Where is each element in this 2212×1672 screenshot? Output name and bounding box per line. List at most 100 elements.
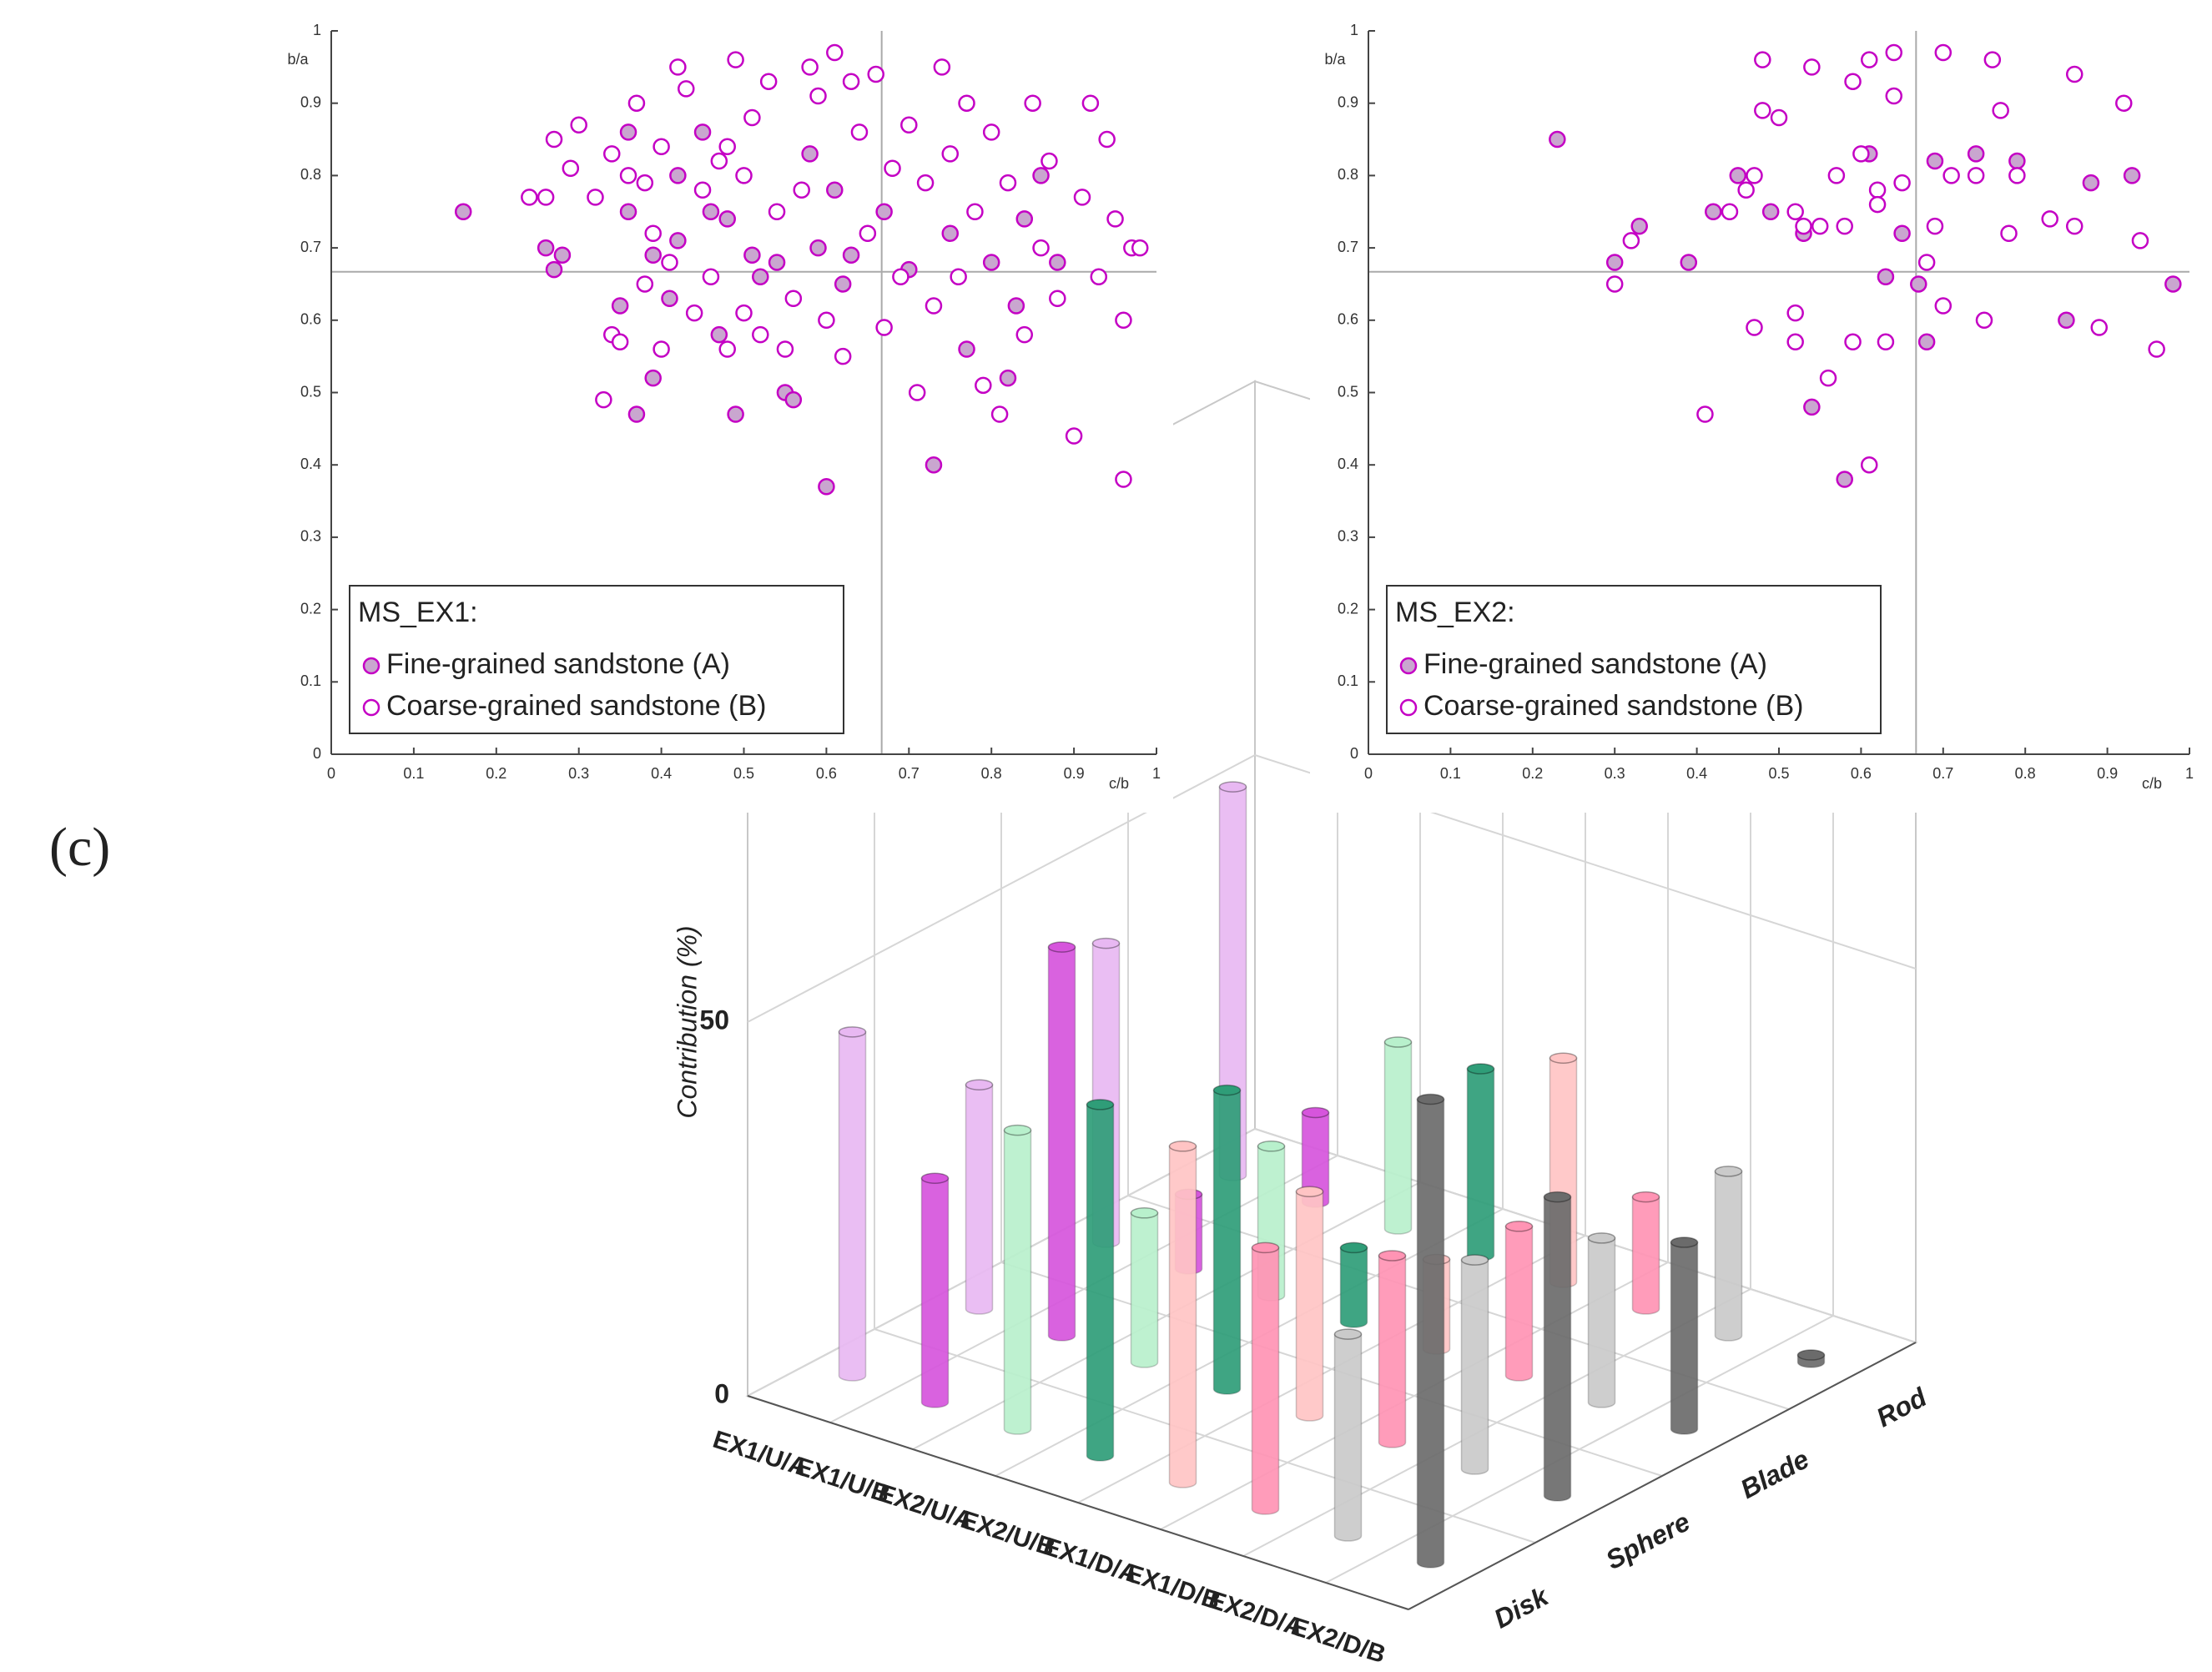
point bbox=[1992, 102, 2009, 119]
point bbox=[735, 304, 753, 322]
point bbox=[1819, 369, 1837, 387]
y-tick-label: 0.4 bbox=[300, 456, 321, 472]
x-tick-label: 0.8 bbox=[2015, 765, 2036, 782]
point bbox=[644, 246, 662, 264]
x-tick-label: 0.7 bbox=[1932, 765, 1953, 782]
point bbox=[718, 210, 736, 228]
point bbox=[793, 181, 810, 199]
bar bbox=[1212, 1089, 1242, 1395]
point bbox=[1015, 210, 1034, 228]
point bbox=[966, 203, 984, 220]
point bbox=[752, 268, 769, 286]
point bbox=[801, 145, 819, 163]
bar bbox=[1086, 1104, 1115, 1462]
point bbox=[661, 290, 678, 308]
point bbox=[925, 297, 943, 315]
point bbox=[1967, 145, 1985, 163]
y-tick-label: 0.6 bbox=[1338, 311, 1358, 328]
point bbox=[1073, 189, 1091, 206]
point bbox=[1926, 152, 1944, 170]
point bbox=[743, 108, 761, 127]
point bbox=[1926, 217, 1944, 235]
bar-cap bbox=[1218, 781, 1247, 793]
point bbox=[842, 246, 860, 264]
bar bbox=[1587, 1237, 1616, 1408]
point bbox=[982, 254, 1000, 271]
point bbox=[1836, 217, 1853, 235]
y-tick-label: 1 bbox=[1350, 22, 1358, 38]
y-tick-label: 0.6 bbox=[300, 311, 321, 328]
point bbox=[1081, 94, 1100, 112]
point bbox=[1746, 319, 1763, 336]
x-tick-label: 0.4 bbox=[1686, 765, 1707, 782]
point bbox=[1934, 297, 1953, 315]
point bbox=[875, 203, 893, 220]
point bbox=[1721, 203, 1739, 220]
point bbox=[454, 203, 472, 220]
point bbox=[653, 138, 670, 155]
y-tick-label: 0.2 bbox=[300, 600, 321, 617]
point bbox=[669, 58, 687, 76]
point bbox=[2082, 174, 2100, 192]
legend-marker bbox=[362, 657, 380, 675]
point bbox=[933, 58, 951, 76]
legend-label: Fine-grained sandstone (A) bbox=[1423, 648, 1767, 680]
y-axis bbox=[1408, 1342, 1917, 1610]
point bbox=[727, 51, 744, 68]
point bbox=[941, 224, 959, 243]
point bbox=[1827, 167, 1846, 184]
point bbox=[1024, 94, 1041, 112]
point bbox=[950, 268, 967, 286]
bar bbox=[1378, 1255, 1407, 1448]
x-tick-label: 0 bbox=[1364, 765, 1373, 782]
point bbox=[627, 94, 646, 112]
bar bbox=[1543, 1196, 1572, 1502]
point bbox=[784, 290, 803, 308]
bar bbox=[1130, 1212, 1159, 1368]
x-axis-label: c/b bbox=[1109, 775, 1129, 792]
legend-title: MS_EX2: bbox=[1395, 597, 1515, 628]
point bbox=[743, 246, 761, 264]
point bbox=[718, 138, 736, 155]
point bbox=[752, 325, 769, 344]
point bbox=[842, 73, 860, 90]
point bbox=[653, 340, 670, 358]
point bbox=[1131, 239, 1149, 257]
point bbox=[1680, 254, 1698, 271]
point bbox=[768, 254, 786, 271]
z-axis-label: Contribution (%) bbox=[672, 925, 702, 1118]
point bbox=[884, 159, 901, 177]
point bbox=[925, 456, 943, 474]
x-tick-label: 0.4 bbox=[651, 765, 672, 782]
legend-marker bbox=[362, 698, 380, 717]
point bbox=[545, 130, 563, 149]
point bbox=[1917, 333, 1936, 351]
bar-cap bbox=[1257, 1141, 1286, 1152]
y-tick-label: Blade bbox=[1736, 1443, 1814, 1504]
x-tick-label: 0.1 bbox=[1440, 765, 1461, 782]
y-tick-label: 0.7 bbox=[300, 239, 321, 255]
point bbox=[826, 181, 844, 199]
legend-box bbox=[349, 585, 844, 734]
x-tick-label: 0.8 bbox=[981, 765, 1002, 782]
point bbox=[982, 123, 1000, 141]
bar-cap bbox=[1714, 1166, 1743, 1177]
point bbox=[2148, 340, 2165, 358]
point bbox=[1934, 43, 1953, 62]
y-tick-label: Rod bbox=[1872, 1382, 1932, 1433]
legend-label: Fine-grained sandstone (A) bbox=[386, 648, 730, 680]
x-axis bbox=[747, 1395, 1409, 1610]
point bbox=[900, 116, 918, 133]
y-tick-label: 1 bbox=[313, 22, 321, 38]
point bbox=[735, 167, 753, 184]
bar-cap bbox=[1378, 1250, 1407, 1262]
point bbox=[2115, 94, 2133, 112]
point bbox=[1015, 325, 1034, 344]
point bbox=[867, 65, 884, 83]
bar-cap bbox=[1796, 1349, 1826, 1361]
bar bbox=[1295, 1191, 1324, 1422]
point bbox=[1549, 130, 1566, 149]
point bbox=[1860, 456, 1878, 474]
point bbox=[702, 268, 720, 286]
panel-label: (c) bbox=[49, 817, 110, 878]
